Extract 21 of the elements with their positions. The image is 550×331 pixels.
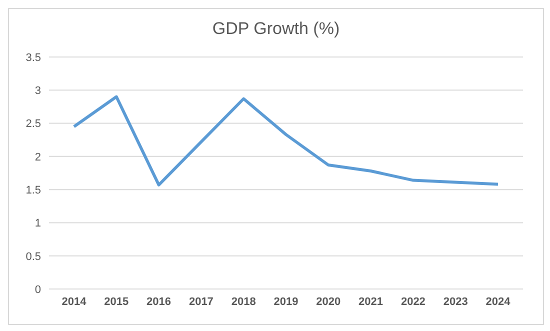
x-tick-label: 2014 bbox=[62, 296, 88, 308]
x-tick-label: 2020 bbox=[316, 296, 341, 308]
x-tick-label: 2023 bbox=[443, 296, 468, 308]
y-tick-label: 3 bbox=[34, 85, 41, 98]
x-tick-label: 2019 bbox=[274, 296, 298, 308]
x-tick-label: 2018 bbox=[231, 296, 256, 308]
y-tick-label: 0.5 bbox=[26, 250, 41, 263]
y-tick-label: 0 bbox=[34, 284, 41, 296]
x-tick-label: 2022 bbox=[400, 296, 426, 308]
y-tick-label: 3.5 bbox=[26, 52, 41, 64]
x-tick-label: 2017 bbox=[188, 296, 214, 308]
y-tick-label: 1 bbox=[34, 218, 41, 230]
y-tick-label: 2.5 bbox=[26, 118, 41, 130]
y-tick-label: 1.5 bbox=[26, 184, 41, 196]
x-tick-label: 2016 bbox=[146, 296, 172, 308]
x-tick-label: 2015 bbox=[104, 296, 129, 308]
chart-title: GDP Growth (%) bbox=[211, 18, 341, 40]
y-tick-label: 2 bbox=[34, 151, 41, 164]
x-tick-label: 2021 bbox=[358, 296, 384, 308]
line-series bbox=[72, 95, 500, 186]
x-tick-label: 2024 bbox=[486, 296, 512, 308]
